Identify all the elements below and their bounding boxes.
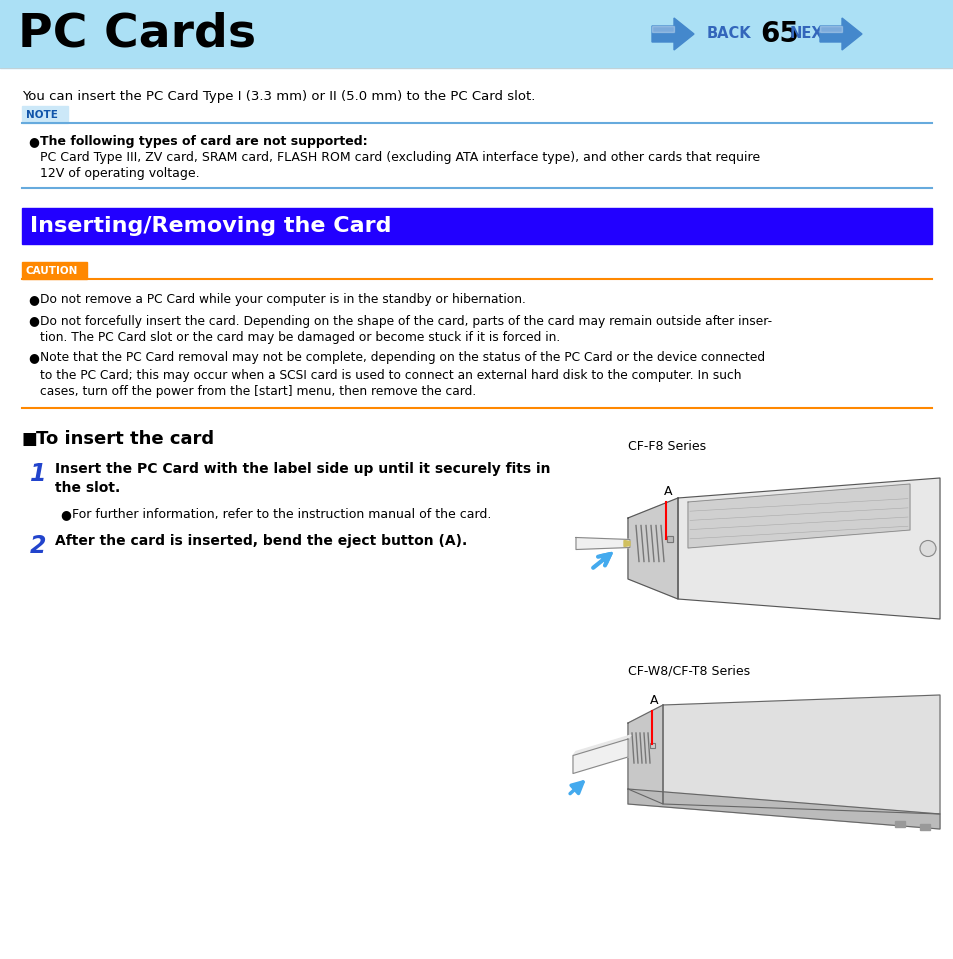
Text: NOTE: NOTE xyxy=(26,109,58,120)
Polygon shape xyxy=(820,18,862,50)
Bar xyxy=(0,0,953,68)
Text: CF-F8 Series: CF-F8 Series xyxy=(627,440,705,453)
Bar xyxy=(22,208,931,244)
Text: ●: ● xyxy=(28,352,39,364)
Text: Insert the PC Card with the label side up until it securely fits in
the slot.: Insert the PC Card with the label side u… xyxy=(55,462,550,496)
Text: CAUTION: CAUTION xyxy=(26,266,78,275)
Text: ■: ■ xyxy=(22,430,38,448)
Bar xyxy=(22,106,68,123)
Polygon shape xyxy=(576,537,629,550)
Bar xyxy=(666,535,672,542)
Text: 65: 65 xyxy=(760,20,798,48)
Polygon shape xyxy=(627,789,939,829)
Text: 1: 1 xyxy=(30,462,47,486)
Polygon shape xyxy=(651,18,693,50)
Text: For further information, refer to the instruction manual of the card.: For further information, refer to the in… xyxy=(71,508,491,521)
Text: 12V of operating voltage.: 12V of operating voltage. xyxy=(40,167,199,180)
Text: ●: ● xyxy=(28,135,39,148)
Text: Do not remove a PC Card while your computer is in the standby or hibernation.: Do not remove a PC Card while your compu… xyxy=(40,293,525,306)
Text: PC Card Type III, ZV card, SRAM card, FLASH ROM card (excluding ATA interface ty: PC Card Type III, ZV card, SRAM card, FL… xyxy=(40,151,760,164)
Text: CF-W8/CF-T8 Series: CF-W8/CF-T8 Series xyxy=(627,665,749,678)
Text: ●: ● xyxy=(28,293,39,306)
Polygon shape xyxy=(573,739,627,774)
Text: BACK: BACK xyxy=(706,27,751,41)
Polygon shape xyxy=(573,735,630,756)
Polygon shape xyxy=(627,498,678,599)
Polygon shape xyxy=(678,478,939,619)
Text: A: A xyxy=(663,485,672,498)
Polygon shape xyxy=(687,484,909,548)
Polygon shape xyxy=(662,695,939,814)
Polygon shape xyxy=(627,705,662,804)
Text: The following types of card are not supported:: The following types of card are not supp… xyxy=(40,135,367,148)
Text: Do not forcefully insert the card. Depending on the shape of the card, parts of : Do not forcefully insert the card. Depen… xyxy=(40,315,771,344)
Text: Note that the PC Card removal may not be complete, depending on the status of th: Note that the PC Card removal may not be… xyxy=(40,352,764,399)
Bar xyxy=(649,743,655,748)
Text: 2: 2 xyxy=(30,534,47,558)
Text: ●: ● xyxy=(28,315,39,328)
Bar xyxy=(666,535,672,542)
Polygon shape xyxy=(623,541,629,547)
Text: After the card is inserted, bend the eject button (A).: After the card is inserted, bend the eje… xyxy=(55,534,467,548)
Text: To insert the card: To insert the card xyxy=(36,430,213,448)
Text: A: A xyxy=(649,694,658,707)
Text: You can insert the PC Card Type I (3.3 mm) or II (5.0 mm) to the PC Card slot.: You can insert the PC Card Type I (3.3 m… xyxy=(22,90,535,103)
Polygon shape xyxy=(651,26,673,32)
Text: Inserting/Removing the Card: Inserting/Removing the Card xyxy=(30,216,391,236)
Text: PC Cards: PC Cards xyxy=(18,12,255,57)
Bar xyxy=(649,743,655,748)
Polygon shape xyxy=(820,26,841,32)
Bar xyxy=(22,262,87,279)
Bar xyxy=(894,821,904,827)
Circle shape xyxy=(919,541,935,556)
Text: ●: ● xyxy=(60,508,71,521)
Bar xyxy=(919,824,929,830)
Text: NEXT: NEXT xyxy=(789,27,833,41)
